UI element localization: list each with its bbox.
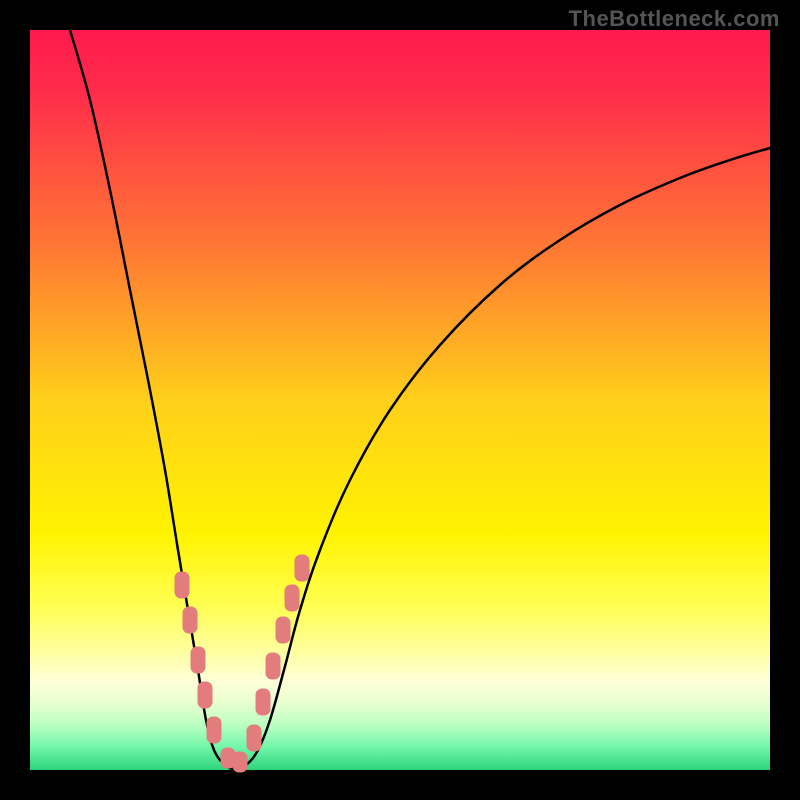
marker [295, 555, 309, 581]
marker [247, 725, 261, 751]
curve-layer [30, 30, 770, 770]
marker [233, 752, 247, 772]
plot-area [30, 30, 770, 770]
chart-canvas: TheBottleneck.com [0, 0, 800, 800]
watermark-label: TheBottleneck.com [569, 6, 780, 32]
marker [183, 607, 197, 633]
marker [207, 717, 221, 743]
marker [191, 647, 205, 673]
marker [266, 653, 280, 679]
marker [276, 617, 290, 643]
data-markers [175, 555, 309, 772]
bottleneck-curve [70, 30, 770, 769]
marker [256, 689, 270, 715]
marker [175, 572, 189, 598]
marker [198, 682, 212, 708]
marker [285, 585, 299, 611]
